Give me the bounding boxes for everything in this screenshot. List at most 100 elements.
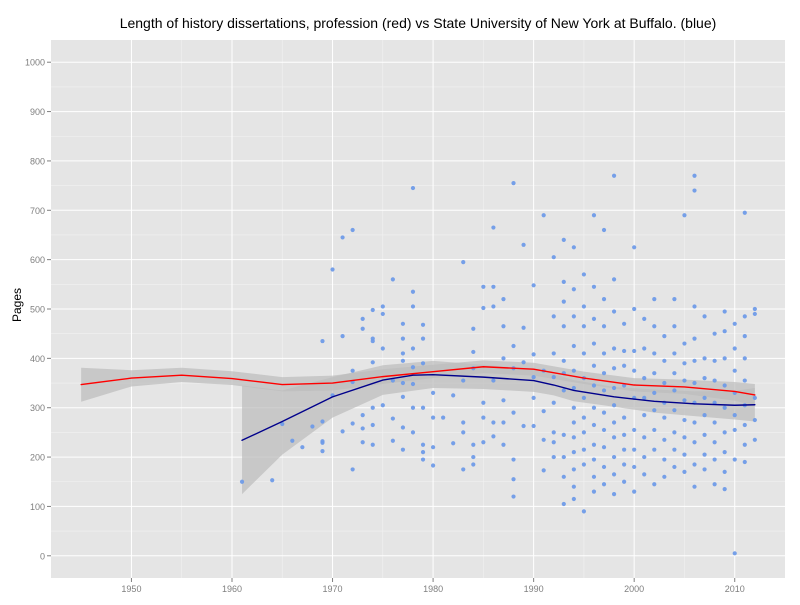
data-point bbox=[501, 420, 506, 425]
data-point bbox=[692, 188, 697, 193]
data-point bbox=[511, 457, 516, 462]
data-point bbox=[410, 346, 416, 351]
data-point bbox=[521, 423, 526, 429]
x-tick-label: 1950 bbox=[121, 584, 141, 594]
data-point bbox=[742, 378, 747, 383]
data-point bbox=[350, 467, 355, 472]
x-tick-label: 2000 bbox=[624, 584, 644, 594]
data-point bbox=[682, 469, 687, 474]
data-point bbox=[481, 415, 486, 420]
data-point bbox=[571, 287, 576, 292]
y-tick-label: 400 bbox=[30, 354, 45, 364]
data-point bbox=[571, 496, 576, 502]
data-point bbox=[652, 427, 657, 433]
data-point bbox=[662, 358, 667, 363]
data-point bbox=[360, 426, 365, 431]
data-point bbox=[601, 410, 607, 415]
profession-line bbox=[80, 366, 756, 396]
data-point bbox=[581, 395, 587, 400]
data-point bbox=[632, 447, 637, 452]
data-point bbox=[430, 390, 436, 396]
data-point bbox=[742, 314, 747, 319]
data-point bbox=[611, 472, 617, 477]
y-tick-label: 1000 bbox=[25, 58, 45, 68]
data-point bbox=[632, 427, 637, 433]
data-point bbox=[682, 378, 687, 383]
data-point bbox=[300, 445, 305, 450]
data-point bbox=[551, 375, 556, 380]
x-tick-label: 1960 bbox=[222, 584, 242, 594]
data-point bbox=[471, 442, 476, 447]
data-point bbox=[742, 422, 747, 428]
data-point bbox=[672, 430, 677, 435]
data-point bbox=[632, 306, 637, 312]
data-point bbox=[692, 173, 697, 178]
data-point bbox=[581, 509, 587, 514]
data-point bbox=[591, 457, 597, 462]
data-point bbox=[400, 351, 406, 356]
point-layer bbox=[239, 173, 757, 556]
data-point bbox=[551, 314, 556, 319]
data-point bbox=[370, 360, 375, 365]
data-point bbox=[410, 430, 416, 435]
data-point bbox=[471, 454, 476, 460]
data-point bbox=[622, 447, 627, 452]
data-point bbox=[441, 415, 446, 420]
data-point bbox=[501, 324, 506, 329]
data-point bbox=[571, 314, 576, 319]
data-point bbox=[541, 213, 546, 218]
data-point bbox=[541, 409, 546, 414]
data-point bbox=[370, 422, 375, 428]
data-point bbox=[682, 435, 687, 440]
data-point bbox=[551, 255, 556, 260]
data-point bbox=[461, 260, 466, 265]
data-point bbox=[732, 427, 737, 433]
data-point bbox=[461, 430, 466, 435]
data-point bbox=[692, 358, 697, 363]
data-point bbox=[420, 457, 426, 462]
data-point bbox=[672, 447, 677, 452]
y-tick-label: 900 bbox=[30, 107, 45, 117]
data-point bbox=[752, 311, 757, 317]
data-point bbox=[692, 304, 697, 309]
data-point bbox=[501, 398, 506, 403]
buffalo-line bbox=[241, 373, 756, 441]
data-point bbox=[732, 551, 737, 556]
data-point bbox=[742, 356, 747, 361]
data-point bbox=[571, 385, 576, 391]
data-point bbox=[611, 277, 617, 282]
data-point bbox=[571, 368, 576, 373]
buffalo-confidence-band bbox=[242, 360, 755, 495]
data-point bbox=[692, 462, 697, 467]
data-point bbox=[591, 405, 597, 410]
data-point bbox=[581, 447, 587, 452]
data-point bbox=[491, 225, 496, 230]
data-point bbox=[430, 445, 436, 450]
data-point bbox=[632, 368, 637, 373]
data-point bbox=[491, 304, 496, 309]
data-point bbox=[692, 420, 697, 425]
data-point bbox=[571, 484, 576, 489]
data-point bbox=[642, 413, 647, 418]
data-point bbox=[561, 454, 566, 460]
data-point bbox=[672, 324, 677, 329]
y-tick-label: 600 bbox=[30, 255, 45, 265]
data-point bbox=[491, 420, 496, 425]
data-point bbox=[521, 360, 526, 365]
data-point bbox=[420, 442, 426, 447]
data-point bbox=[722, 450, 727, 455]
data-point bbox=[420, 405, 426, 410]
data-point bbox=[642, 376, 647, 381]
data-point bbox=[481, 440, 486, 445]
data-point bbox=[742, 459, 747, 465]
data-point bbox=[742, 210, 747, 215]
data-point bbox=[702, 452, 707, 457]
y-tick-label: 700 bbox=[30, 206, 45, 216]
data-point bbox=[481, 284, 486, 289]
data-point bbox=[702, 467, 707, 472]
data-point bbox=[611, 346, 617, 351]
data-point bbox=[692, 484, 697, 489]
data-point bbox=[632, 245, 637, 250]
x-tick-label: 1970 bbox=[323, 584, 343, 594]
